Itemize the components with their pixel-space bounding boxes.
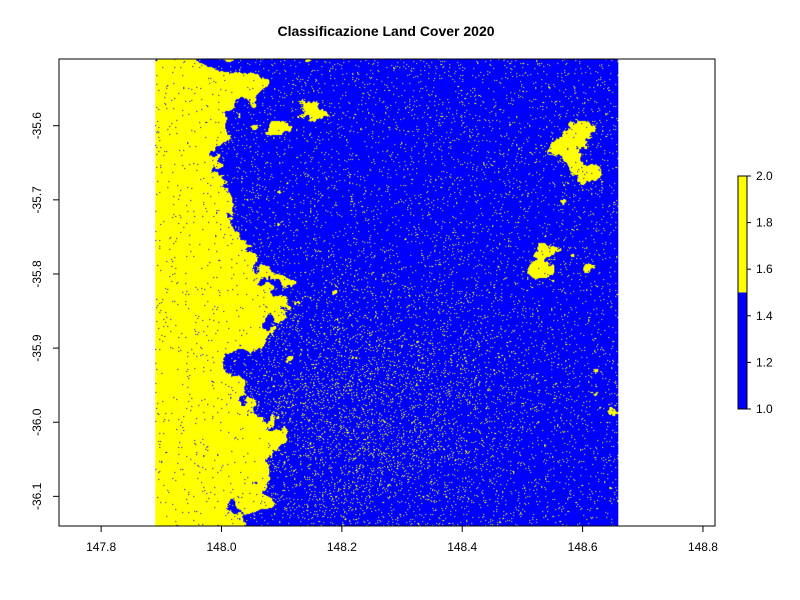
y-tick-label: -35.6	[30, 112, 44, 140]
legend-tick-label: 2.0	[756, 169, 773, 183]
x-tick-label: 148.0	[206, 540, 236, 554]
x-tick-label: 148.2	[327, 540, 357, 554]
x-tick-label: 148.6	[568, 540, 598, 554]
y-tick-label: -36.0	[30, 408, 44, 436]
legend-tick-label: 1.6	[756, 262, 773, 276]
legend-tick-label: 1.0	[756, 402, 773, 416]
legend-tick-label: 1.4	[756, 309, 773, 323]
land-cover-raster	[155, 59, 619, 526]
legend-frame	[737, 175, 748, 410]
x-tick-label: 147.8	[86, 540, 116, 554]
y-tick-label: -35.9	[30, 334, 44, 362]
y-tick-label: -36.1	[30, 482, 44, 510]
x-tick-label: 148.8	[688, 540, 718, 554]
plot-frame	[58, 58, 716, 527]
legend-tick-label: 1.2	[756, 355, 773, 369]
x-axis: 147.8 148.0 148.2 148.4 148.6 148.8	[86, 526, 718, 554]
legend-tick-label: 1.8	[756, 216, 773, 230]
y-tick-label: -35.8	[30, 260, 44, 288]
raster-image	[155, 59, 619, 526]
y-tick-label: -35.7	[30, 186, 44, 214]
chart-title: Classificazione Land Cover 2020	[277, 23, 494, 39]
x-tick-label: 148.4	[447, 540, 477, 554]
color-legend: 1.0 1.2 1.4 1.6 1.8 2.0	[737, 169, 773, 416]
legend-swatch-class-2	[738, 176, 747, 293]
legend-swatch-class-1	[738, 292, 747, 409]
y-axis: -35.6 -35.7 -35.8 -35.9 -36.0 -36.1	[30, 112, 59, 510]
